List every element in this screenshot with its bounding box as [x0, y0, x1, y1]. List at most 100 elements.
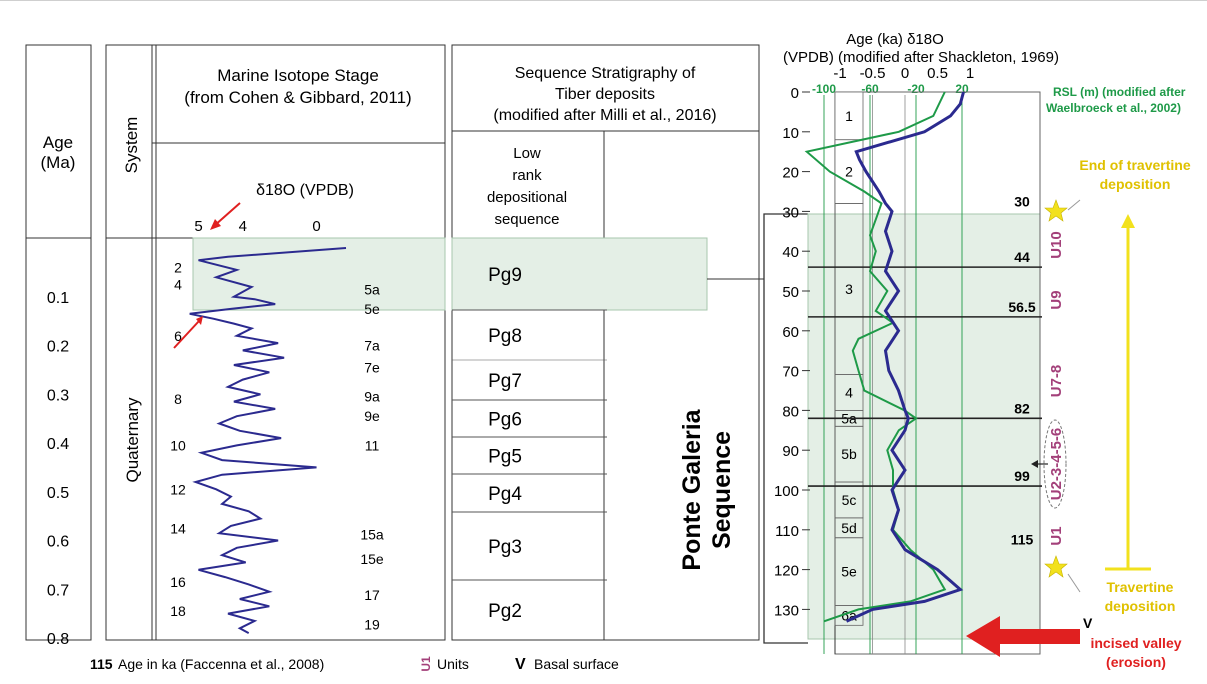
- age-column: Age (Ma) 0.1 0.2 0.3 0.4 0.5 0.6 0.7 0.8: [25, 44, 92, 648]
- legend-unit-glyph: U1: [419, 656, 433, 672]
- right-title-line1: Age (ka) δ18O: [846, 31, 944, 48]
- rsl-gridlines: [823, 95, 963, 654]
- system-title: System: [122, 117, 141, 174]
- ponte-galeria-line2: Sequence: [708, 431, 736, 549]
- right-age-tick-100: 100: [774, 483, 799, 500]
- sequence-Pg4: Pg4: [488, 484, 522, 505]
- sequence-Pg7: Pg7: [488, 371, 522, 392]
- mis-axis-ticks: 5 4 0: [194, 218, 320, 235]
- sequence-Pg8: Pg8: [488, 326, 522, 347]
- sequence-Pg5: Pg5: [488, 447, 522, 468]
- system-column: System Quaternary: [105, 44, 153, 641]
- unit-label-U1: U1: [1048, 526, 1065, 545]
- d18o-axis-ticks: -1 -0.5 0 0.5 1: [833, 65, 974, 82]
- mis-title-line2: (from Cohen & Gibbard, 2011): [184, 88, 411, 107]
- d18o-tick-3: 0: [901, 65, 909, 82]
- mis-stage-17: 17: [364, 587, 380, 603]
- mis-xtick-1: 5: [194, 218, 202, 235]
- d18o-tick-5: 1: [966, 65, 974, 82]
- mis-stage-15e: 15e: [360, 551, 384, 567]
- mis-box-label-1: 1: [845, 108, 853, 124]
- mis-stage-2: 2: [174, 260, 182, 276]
- mis-d18o-curve: [189, 247, 347, 634]
- incised-valley-arrow-icon: [966, 616, 1080, 657]
- rsl-label-line2: Waelbroeck et al., 2002): [1046, 101, 1181, 115]
- mis-stage-5a: 5a: [364, 281, 380, 297]
- mis-stage-9e: 9e: [364, 408, 380, 424]
- age-title-line1: Age: [43, 133, 73, 152]
- rsl-curve: [804, 91, 947, 623]
- d18o-curve: [845, 91, 965, 623]
- ponte-galeria-line1: Ponte Galeria: [678, 408, 706, 570]
- mis-stage-8: 8: [174, 391, 182, 407]
- legend-units-text: Units: [437, 656, 469, 672]
- sequence-panel-frame: [451, 44, 760, 641]
- boundary-label-30: 30: [1014, 193, 1030, 209]
- incised-line2: (erosion): [1106, 654, 1166, 670]
- right-age-tick-40: 40: [782, 244, 799, 261]
- sequence-Pg6: Pg6: [488, 410, 522, 431]
- age-tick-1: 0.1: [47, 290, 69, 307]
- travertine-line1: Travertine: [1107, 579, 1174, 595]
- sequence-Pg9: Pg9: [488, 265, 522, 286]
- unit-label-U2-3-4-5-6: U2-3-4-5-6: [1048, 428, 1065, 501]
- age-tick-2: 0.2: [47, 339, 69, 356]
- age-tick-4: 0.4: [47, 436, 69, 453]
- right-age-tick-50: 50: [782, 284, 799, 301]
- age-tick-labels: 0.1 0.2 0.3 0.4 0.5 0.6 0.7 0.8: [47, 290, 69, 648]
- sequence-panel: Sequence Stratigraphy of Tiber deposits …: [451, 44, 808, 644]
- mis-xtick-2: 4: [239, 218, 247, 235]
- sequence-col-header-3: depositional: [487, 189, 567, 206]
- sequence-Pg3: Pg3: [488, 537, 522, 558]
- right-age-tick-80: 80: [782, 403, 799, 420]
- mis-stage-11: 11: [365, 437, 380, 453]
- mis-stage-18: 18: [170, 603, 186, 619]
- mis-box-label-2: 2: [845, 164, 853, 180]
- red-arrowhead-bottom: [196, 316, 203, 325]
- right-age-tick-30: 30: [782, 204, 799, 221]
- sequence-cells: Pg9 Pg8 Pg7 Pg6 Pg5 Pg4 Pg3 Pg2: [452, 265, 607, 622]
- right-age-tick-110: 110: [775, 523, 799, 540]
- mis-stage-labels: 24 6 8 10 12 14 16 18 5a 5e 7a 7e 9a 9e 11 15a 15e 17 19: [170, 260, 384, 633]
- mis-stage-15a: 15a: [360, 527, 384, 543]
- star-bottom-icon: [1044, 555, 1068, 578]
- v-mark: V: [1083, 615, 1093, 631]
- right-age-tick-20: 20: [782, 165, 799, 182]
- mis-stage-16: 16: [170, 574, 186, 590]
- star-top-icon: [1044, 199, 1068, 222]
- incised-line1: incised valley: [1090, 635, 1181, 651]
- age-tick-7: 0.7: [47, 582, 69, 599]
- legend-age-number: 115: [90, 656, 113, 672]
- end-travertine-leader: [1067, 199, 1081, 211]
- rsl-tick-1: -100: [812, 82, 836, 96]
- red-arrowhead-top: [210, 219, 221, 230]
- right-age-tick-90: 90: [782, 443, 799, 460]
- age-tick-8: 0.8: [47, 631, 69, 648]
- age-tick-6: 0.6: [47, 534, 69, 551]
- mis-panel-frame: [151, 44, 446, 641]
- right-age-tick-120: 120: [774, 563, 799, 580]
- mis-stage-19: 19: [364, 616, 380, 632]
- right-age-tick-0: 0: [791, 85, 799, 102]
- mis-stage-9a: 9a: [364, 389, 380, 405]
- age-column-frame: [25, 44, 92, 641]
- end-travertine-line1: End of travertine: [1079, 157, 1190, 173]
- d18o-tick-1: -1: [833, 65, 846, 82]
- mis-panel: Marine Isotope Stage (from Cohen & Gibba…: [151, 44, 446, 641]
- sequence-title-line2: Tiber deposits: [555, 86, 655, 103]
- mis-stage-7a: 7a: [364, 338, 380, 354]
- units-arrowhead: [1031, 460, 1038, 468]
- mis-title-line1: Marine Isotope Stage: [217, 66, 379, 85]
- right-age-ticks: 0 10 20 30 40 50 60 70 80 90 100 110 120 130: [774, 85, 810, 619]
- red-arrow-top: [213, 202, 241, 227]
- mis-box-label-5e: 5e: [841, 564, 857, 580]
- sequence-title-line3: (modified after Milli et al., 2016): [493, 107, 716, 124]
- boundary-label-56.5: 56.5: [1008, 299, 1035, 315]
- right-age-tick-130: 130: [774, 602, 799, 619]
- mis-stage-4: 4: [174, 277, 182, 293]
- rsl-tick-2: -60: [861, 82, 879, 96]
- unit-label-U10: U10: [1048, 231, 1065, 259]
- red-arrow-bottom: [173, 320, 200, 349]
- legend: 115 Age in ka (Faccenna et al., 2008) U1…: [90, 656, 619, 673]
- mis-box-1: [834, 91, 864, 141]
